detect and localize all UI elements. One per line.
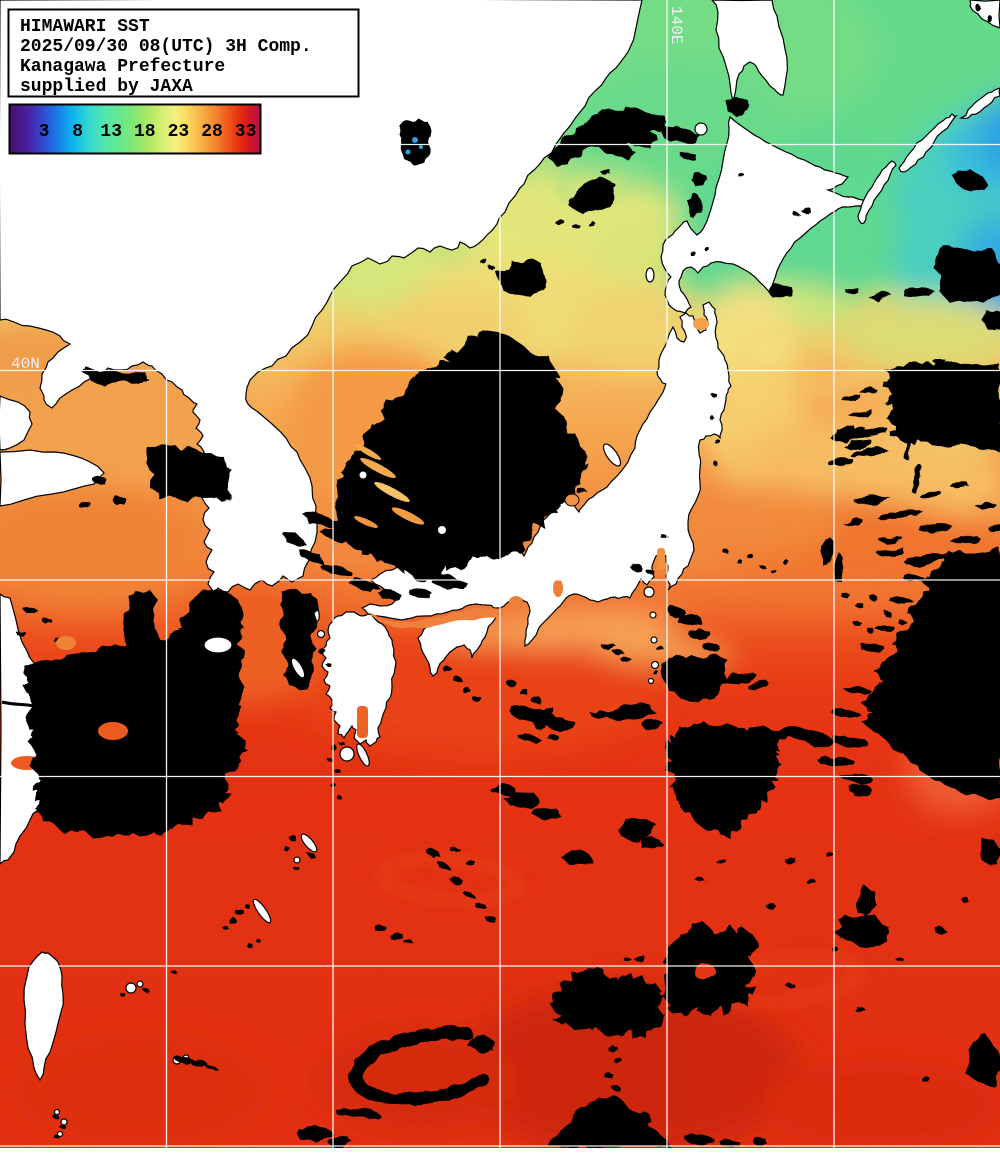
svg-text:28: 28	[201, 122, 223, 142]
svg-text:Kanagawa Prefecture: Kanagawa Prefecture	[20, 57, 225, 77]
svg-text:23: 23	[168, 122, 190, 142]
svg-text:3: 3	[39, 122, 50, 142]
svg-text:40N: 40N	[11, 355, 40, 373]
svg-text:140E: 140E	[667, 6, 685, 44]
svg-text:33: 33	[235, 122, 257, 142]
svg-text:HIMAWARI SST: HIMAWARI SST	[20, 17, 150, 37]
svg-text:2025/09/30 08(UTC) 3H Comp.: 2025/09/30 08(UTC) 3H Comp.	[20, 37, 312, 57]
svg-text:8: 8	[72, 122, 83, 142]
svg-text:13: 13	[100, 122, 122, 142]
svg-text:18: 18	[134, 122, 156, 142]
svg-text:supplied by JAXA: supplied by JAXA	[20, 77, 193, 97]
